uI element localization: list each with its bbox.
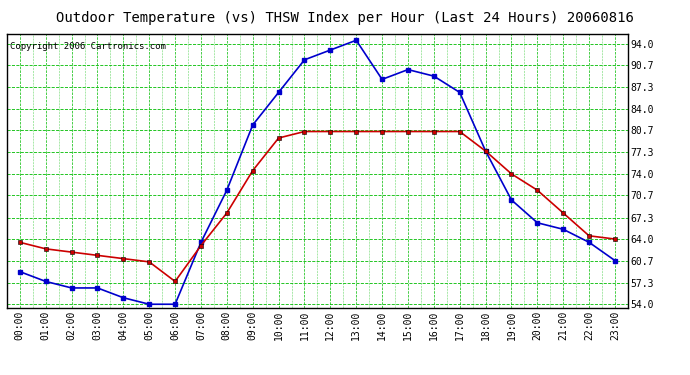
Text: Outdoor Temperature (vs) THSW Index per Hour (Last 24 Hours) 20060816: Outdoor Temperature (vs) THSW Index per … <box>56 11 634 25</box>
Text: Copyright 2006 Cartronics.com: Copyright 2006 Cartronics.com <box>10 42 166 51</box>
